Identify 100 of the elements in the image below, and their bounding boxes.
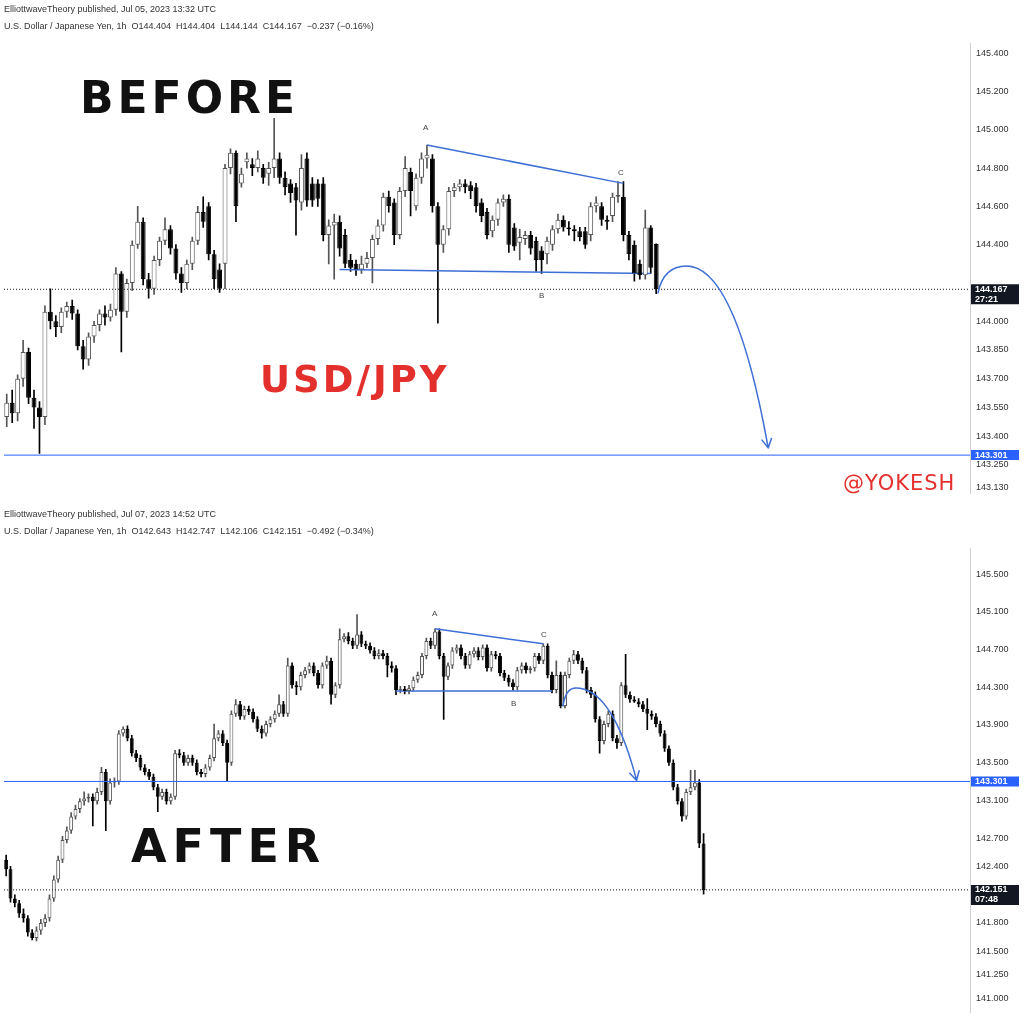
candlestick [576,651,580,664]
candlestick [394,665,398,696]
candlestick [268,716,273,728]
candlestick [320,662,325,689]
chart-title: ElliottwaveTheory published, Jul 05, 2023 13:32 UTC [4,3,217,14]
candlestick [489,651,494,672]
candlestick [216,730,221,742]
ref-line-label: 143.301 [975,449,1008,460]
y-tick-label: 143.130 [976,482,1009,493]
candlestick [688,769,693,796]
y-tick-label: 145.100 [976,606,1009,617]
candlestick [490,215,495,238]
candlestick [517,229,523,261]
candlestick [329,657,333,705]
candlestick [407,685,411,695]
y-tick-label: 143.500 [976,757,1009,768]
y-tick-label: 145.000 [976,124,1009,135]
y-tick-label: 145.500 [976,568,1009,579]
candlestick [298,154,304,211]
candlestick [580,657,585,674]
candlestick [419,152,424,184]
candlestick [342,633,346,643]
candlestick [506,674,511,687]
candlestick [476,647,481,661]
candlestick [684,788,689,820]
y-tick-label: 144.000 [976,315,1009,326]
candlestick [255,716,260,732]
candlestick [480,644,485,661]
candlestick [355,614,359,649]
candlestick [467,651,472,669]
y-tick-label: 144.300 [976,681,1009,692]
candlestick [129,735,134,757]
chart-subtitle: U.S. Dollar / Japanese Yen, 1h O142.643 H142.747 L142.106 C142.151 −0.492 (−0.34%) [4,525,374,536]
candlestick [641,701,645,713]
annotation: USD/JPY [260,358,450,401]
candlestick [385,652,390,678]
candlestick [558,671,563,709]
candlestick [194,759,199,776]
candlestick [498,652,502,677]
candlestick [666,745,671,766]
y-tick-label: 141.000 [976,992,1009,1003]
candlestick [675,784,680,805]
candlestick [271,117,277,178]
annotation: AFTER [131,819,327,873]
candlestick [164,788,169,805]
candlestick [619,682,624,747]
candlestick [157,236,162,267]
candlestick [472,647,476,658]
y-tick-label: 141.500 [976,945,1009,956]
candlestick [441,652,446,720]
candlestick [571,650,576,664]
candlestick [350,637,355,649]
y-tick-label: 145.200 [976,85,1009,96]
candlestick [326,219,332,265]
candlestick [337,628,342,689]
candlestick [26,347,32,404]
candlestick [281,701,286,717]
candlestick [610,192,615,223]
candlestick [420,652,424,679]
y-tick-label: 141.800 [976,917,1009,928]
annotation: @YOKESH [843,471,956,495]
candlestick [554,660,559,694]
candlestick [437,628,442,660]
candlestick [593,691,598,723]
ref-line-label: 144.167 27:21 [975,283,1008,304]
candlestick [277,694,282,717]
candlestick [228,148,233,175]
candlestick [298,671,303,691]
annotation: BEFORE [80,72,299,123]
candlestick [324,655,329,669]
candlestick [142,764,147,776]
ref-line-label: 142.151 07:48 [975,884,1008,905]
candlestick [615,735,619,749]
candlestick [168,225,173,255]
y-tick-label: 143.900 [976,719,1009,730]
candlestick [376,649,381,660]
candlestick [450,647,455,669]
annotation: B [539,291,545,300]
candlestick [316,669,321,689]
candlestick [658,720,663,737]
y-tick-label: 143.550 [976,401,1009,412]
candlestick [545,643,550,679]
candlestick [515,667,520,691]
y-tick-label: 143.250 [976,459,1009,470]
candlestick [433,628,437,649]
candlestick [331,213,337,280]
y-tick-label: 143.850 [976,344,1009,355]
y-tick-label: 144.400 [976,239,1009,250]
candlestick [116,730,121,785]
y-tick-label: 143.100 [976,794,1009,805]
candlestick [97,309,102,332]
y-tick-label: 145.400 [976,47,1009,58]
y-tick-label: 144.700 [976,643,1009,654]
candlestick [155,784,160,813]
candlestick [692,769,697,791]
y-tick-label: 144.800 [976,162,1009,173]
candlestick [428,637,433,649]
candlestick [372,647,377,660]
candlestick [181,751,186,766]
candlestick [662,730,667,752]
